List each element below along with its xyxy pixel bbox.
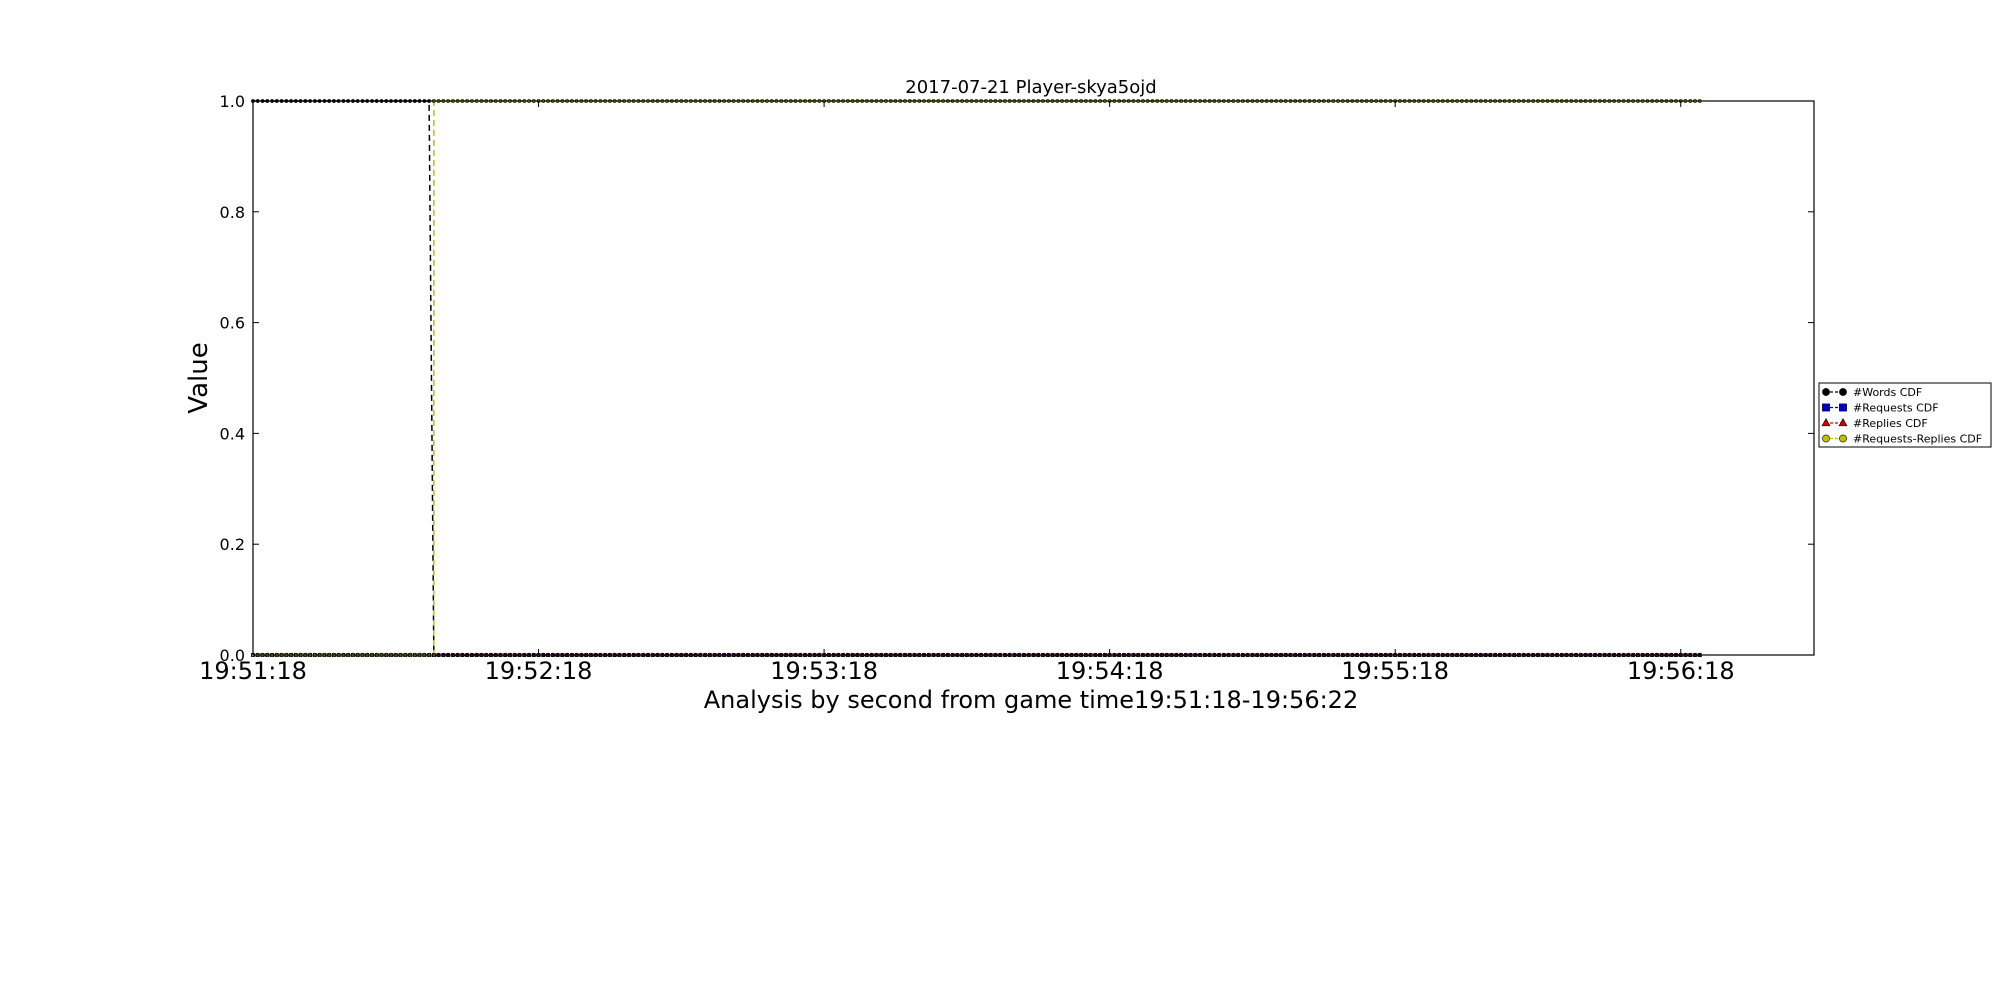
legend-marker [1839,388,1847,396]
y-tick-label: 0.2 [220,535,245,554]
y-tick-label: 0.8 [220,203,245,222]
legend-marker [1838,418,1848,427]
y-tick-label: 0.0 [220,646,245,665]
plot-background [253,101,1814,655]
legend-marker [1822,434,1830,443]
legend-entry: #Replies CDF [1821,417,1928,430]
x-tick-label: 19:51:18 [199,657,307,685]
legend-entry: #Requests-Replies CDF [1822,433,1982,446]
y-tick-label: 0.6 [220,314,245,333]
legend-marker [1822,403,1830,412]
chart-title: 2017-07-21 Player-skya5ojd [905,77,1156,98]
y-axis: 0.0 0.2 0.4 0.6 0.8 1.0 [220,92,1814,665]
plot-area [250,99,1815,657]
legend-marker [1839,434,1847,443]
y-tick-label: 1.0 [220,92,245,111]
legend-label: #Words CDF [1853,386,1922,399]
legend-label: #Requests CDF [1853,402,1939,415]
plot-frame [252,100,1815,656]
x-tick-label: 19:55:18 [1341,657,1449,685]
legend-marker [1821,418,1831,427]
x-axis-label: Analysis by second from game time19:51:1… [704,686,1358,714]
x-axis: 19:51:18 19:52:18 19:53:18 19:54:18 19:55:18… [199,101,1735,685]
legend-label: #Replies CDF [1853,417,1928,430]
x-tick-label: 19:54:18 [1056,657,1164,685]
legend-marker [1839,403,1847,412]
x-tick-label: 19:56:18 [1627,657,1735,685]
x-tick-label: 19:53:18 [770,657,878,685]
y-axis-label: Value [184,342,214,413]
legend-marker [1822,388,1830,396]
legend-label: #Requests-Replies CDF [1853,433,1982,446]
legend-entry: #Words CDF [1822,386,1922,399]
y-tick-label: 0.4 [220,424,245,443]
legend-entry: #Requests CDF [1822,402,1939,415]
legend: #Words CDF #Requests CDF #Replies CDF #Requ… [1818,382,1992,448]
legend-box [1818,382,1992,448]
x-tick-label: 19:52:18 [485,657,593,685]
